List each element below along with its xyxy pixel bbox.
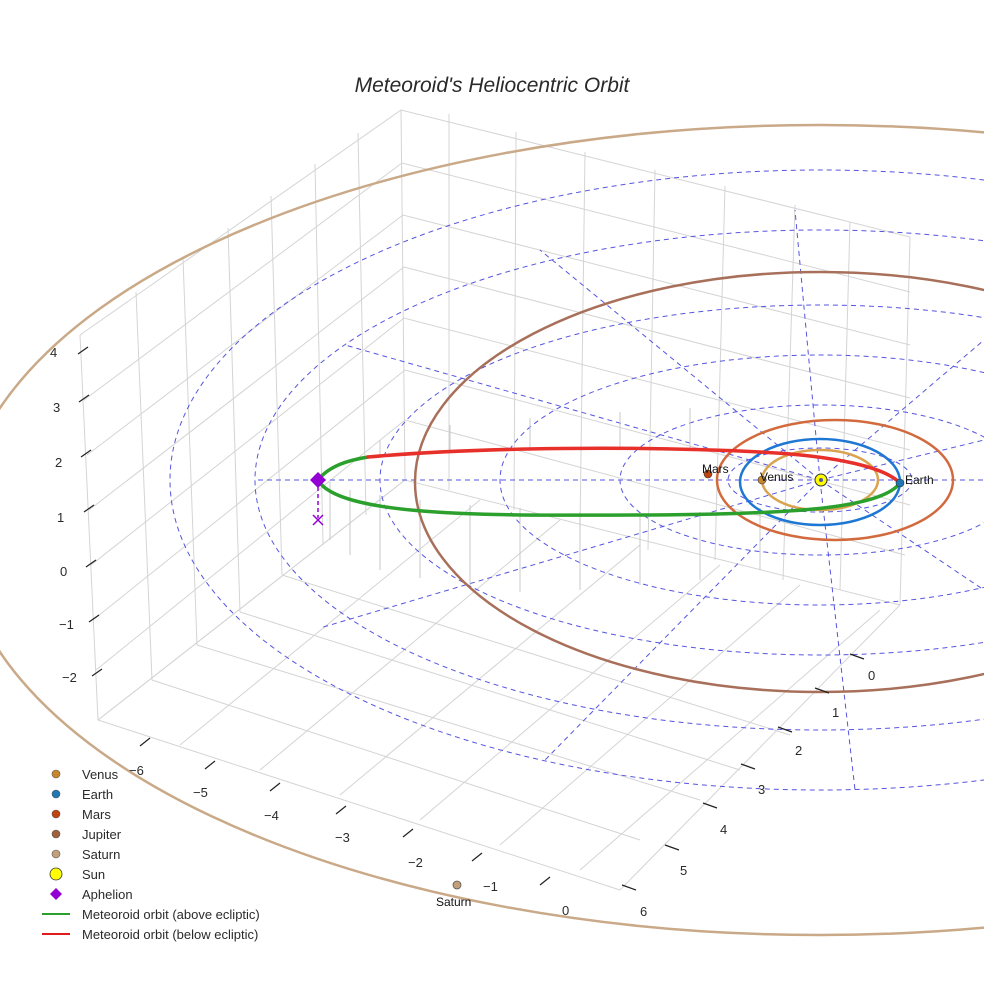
legend-item-mars[interactable]: Mars — [38, 804, 260, 824]
x-tick: −5 — [193, 785, 208, 800]
mars-label: Mars — [702, 462, 729, 476]
z-tick: 3 — [53, 400, 60, 415]
legend-item-orbit-above[interactable]: Meteoroid orbit (above ecliptic) — [38, 904, 260, 924]
x-tick: 0 — [562, 903, 569, 918]
legend-label: Aphelion — [82, 886, 133, 902]
line-icon — [42, 913, 70, 915]
z-tick: 0 — [60, 564, 67, 579]
planet-markers: Mars Venus Earth Saturn — [436, 462, 934, 909]
y-tick: 2 — [795, 743, 802, 758]
venus-label: Venus — [760, 470, 793, 484]
y-tick: 5 — [680, 863, 687, 878]
diamond-icon — [310, 472, 326, 488]
jupiter-orbit — [413, 270, 984, 694]
legend-item-orbit-below[interactable]: Meteoroid orbit (below ecliptic) — [38, 924, 260, 944]
x-tick: −2 — [408, 855, 423, 870]
z-tick: 1 — [57, 510, 64, 525]
sun-icon — [49, 867, 63, 881]
line-icon — [42, 933, 70, 935]
legend-item-saturn[interactable]: Saturn — [38, 844, 260, 864]
mars-orbit — [715, 418, 955, 542]
x-tick: −1 — [483, 879, 498, 894]
saturn-label: Saturn — [436, 895, 471, 909]
earth-marker[interactable] — [895, 478, 905, 488]
legend-label: Venus — [82, 766, 119, 782]
circle-icon — [51, 789, 61, 799]
orbit-above-ecliptic-upper — [316, 455, 370, 482]
y-tick: 3 — [758, 782, 765, 797]
diamond-icon — [50, 888, 62, 900]
orbit-drop-lines — [329, 408, 761, 592]
legend-item-aphelion[interactable]: Aphelion — [38, 884, 260, 904]
x-tick: −3 — [335, 830, 350, 845]
y-axis — [621, 653, 865, 891]
saturn-marker[interactable] — [452, 880, 462, 890]
y-tick: 6 — [640, 904, 647, 919]
z-tick: −1 — [59, 617, 74, 632]
legend-label: Meteoroid orbit (below ecliptic) — [82, 926, 259, 942]
legend-label: Mars — [82, 806, 111, 822]
earth-label: Earth — [905, 473, 934, 487]
z-tick: 2 — [55, 455, 62, 470]
legend-label: Saturn — [82, 846, 121, 862]
legend-label: Sun — [82, 866, 106, 882]
circle-icon — [51, 769, 61, 779]
legend-item-jupiter[interactable]: Jupiter — [38, 824, 260, 844]
legend-label: Earth — [82, 786, 114, 802]
legend-item-earth[interactable]: Earth — [38, 784, 260, 804]
aphelion-marker[interactable] — [310, 472, 326, 526]
meteoroid-orbit — [316, 446, 902, 517]
legend-label: Meteoroid orbit (above ecliptic) — [82, 906, 260, 922]
circle-icon — [51, 829, 61, 839]
z-tick: 4 — [50, 345, 57, 360]
legend-item-venus[interactable]: Venus — [38, 764, 260, 784]
y-axis-labels: 0 1 2 3 4 5 6 — [640, 668, 875, 919]
y-tick: 4 — [720, 822, 727, 837]
z-axis-labels: 4 3 2 1 0 −1 −2 — [50, 345, 77, 685]
x-tick: −6 — [129, 763, 144, 778]
x-marker-icon — [312, 514, 324, 526]
circle-icon — [51, 809, 61, 819]
x-axis — [139, 737, 551, 886]
axis-grid — [79, 109, 911, 891]
mars-marker[interactable] — [703, 469, 713, 479]
z-axis — [77, 346, 103, 677]
saturn-orbit — [0, 123, 984, 937]
legend-label: Jupiter — [82, 826, 122, 842]
venus-marker[interactable] — [757, 475, 767, 485]
circle-icon — [51, 849, 61, 859]
x-axis-labels: −6 −5 −4 −3 −2 −1 0 — [129, 763, 569, 918]
chart-title: Meteoroid's Heliocentric Orbit — [354, 74, 630, 97]
z-tick: −2 — [62, 670, 77, 685]
y-tick: 1 — [832, 705, 839, 720]
legend: Venus Earth Mars Jupiter Saturn Sun Aphe… — [38, 764, 260, 944]
legend-item-sun[interactable]: Sun — [38, 864, 260, 884]
orbit-above-ecliptic — [316, 478, 902, 517]
ecliptic-grid — [169, 169, 984, 791]
orbit-below-ecliptic — [366, 446, 902, 485]
y-tick: 0 — [868, 668, 875, 683]
x-tick: −4 — [264, 808, 279, 823]
sun-core-icon — [819, 478, 823, 482]
